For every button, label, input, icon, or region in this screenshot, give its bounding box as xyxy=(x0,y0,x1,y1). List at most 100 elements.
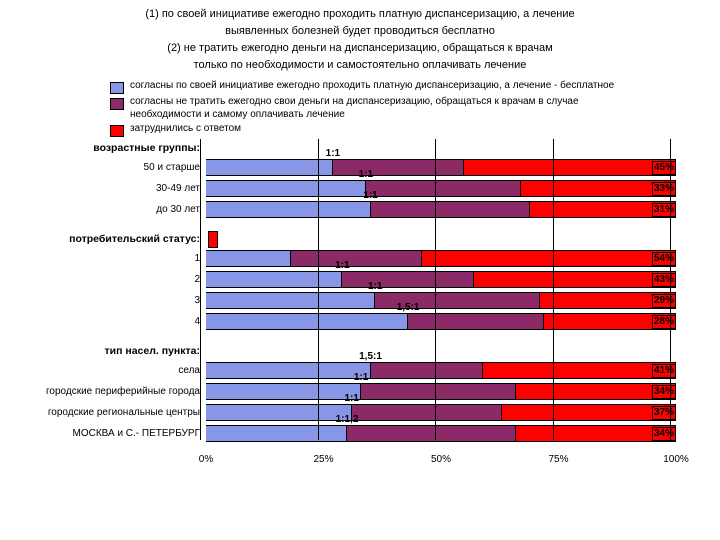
row-label: 30-49 лет xyxy=(10,183,206,194)
ratio-label: 1,5:1 xyxy=(359,351,382,362)
row-label: села xyxy=(10,365,206,376)
legend-text: согласны по своей инициативе ежегодно пр… xyxy=(130,80,614,93)
legend-swatch xyxy=(110,125,124,137)
segment-agree-2 xyxy=(352,405,502,420)
bar-row: МОСКВА и С.- ПЕТЕРБУРГ34%1:1,2 xyxy=(10,423,702,444)
ratio-label: 1:1 xyxy=(344,393,358,404)
row-label: городские периферийные города xyxy=(10,386,206,397)
segment-agree-2 xyxy=(371,202,531,217)
segment-agree-1 xyxy=(206,314,408,329)
segment-agree-1 xyxy=(206,405,352,420)
legend-item: согласны по своей инициативе ежегодно пр… xyxy=(110,80,720,94)
ratio-label: 1,5:1 xyxy=(397,302,420,313)
legend: согласны по своей инициативе ежегодно пр… xyxy=(110,80,720,137)
bar-row: 329%1:1 xyxy=(10,290,702,311)
legend-swatch xyxy=(110,98,124,110)
percent-label: 43% xyxy=(652,273,676,287)
group-header: возрастные группы: xyxy=(10,142,206,154)
percent-label: 37% xyxy=(652,406,676,420)
title-line-2: выявленных болезней будет проводиться бе… xyxy=(40,23,680,40)
row-label: МОСКВА и С.- ПЕТЕРБУРГ xyxy=(10,428,206,439)
legend-item: согласны не тратить ежегодно свои деньги… xyxy=(110,96,720,121)
ratio-label: 1:1 xyxy=(335,260,349,271)
ratio-label: 1:1,2 xyxy=(336,414,359,425)
segment-agree-2 xyxy=(371,363,484,378)
ratio-label: 1:1 xyxy=(359,169,373,180)
segment-agree-1 xyxy=(206,160,333,175)
legend-text: согласны не тратить ежегодно свои деньги… xyxy=(130,96,630,121)
percent-label: 54% xyxy=(652,252,676,266)
bar-track: 45%1:1 xyxy=(206,159,676,176)
segment-agree-2 xyxy=(408,314,544,329)
segment-undecided xyxy=(464,160,676,175)
row-label: 2 xyxy=(10,274,206,285)
bar-row: до 30 лет31%1:1 xyxy=(10,199,702,220)
axis-tick-label: 50% xyxy=(431,454,451,465)
chart: возрастные группы:50 и старше45%1:130-49… xyxy=(10,139,702,468)
axis-tick-label: 0% xyxy=(199,454,213,465)
row-label: до 30 лет xyxy=(10,204,206,215)
legend-item: затруднились с ответом xyxy=(110,123,720,137)
segment-agree-2 xyxy=(333,160,465,175)
segment-agree-1 xyxy=(206,202,371,217)
segment-undecided xyxy=(474,272,676,287)
bar-track: 29%1:1 xyxy=(206,292,676,309)
ratio-label: 1:1 xyxy=(363,190,377,201)
group-header: тип насел. пункта: xyxy=(10,345,206,357)
segment-agree-1 xyxy=(206,251,291,266)
bar-row: 30-49 лет33%1:1 xyxy=(10,178,702,199)
header-marker xyxy=(208,231,218,248)
legend-swatch xyxy=(110,82,124,94)
bar-track: 54% xyxy=(206,250,676,267)
title-line-4: только по необходимости и самостоятельно… xyxy=(40,57,680,74)
ratio-label: 1:1 xyxy=(368,281,382,292)
legend-text: затруднились с ответом xyxy=(130,123,241,136)
bar-track: 43%1:1 xyxy=(206,271,676,288)
bar-track: 31%1:1 xyxy=(206,201,676,218)
percent-label: 28% xyxy=(652,315,676,329)
group-header: потребительский статус: xyxy=(10,233,206,245)
bar-track: 41%1,5:1 xyxy=(206,362,676,379)
row-label: 4 xyxy=(10,316,206,327)
bar-track: 34%1:1 xyxy=(206,383,676,400)
segment-agree-2 xyxy=(291,251,423,266)
row-label: городские региональные центры xyxy=(10,407,206,418)
bar-row: 50 и старше45%1:1 xyxy=(10,157,702,178)
segment-agree-2 xyxy=(342,272,474,287)
percent-label: 45% xyxy=(652,161,676,175)
axis-tick-label: 75% xyxy=(548,454,568,465)
row-label: 3 xyxy=(10,295,206,306)
percent-label: 41% xyxy=(652,364,676,378)
percent-label: 29% xyxy=(652,294,676,308)
axis-tick-label: 25% xyxy=(313,454,333,465)
segment-agree-1 xyxy=(206,272,342,287)
title-line-3: (2) не тратить ежегодно деньги на диспан… xyxy=(40,40,680,57)
axis-tick-label: 100% xyxy=(663,454,689,465)
segment-agree-1 xyxy=(206,293,375,308)
segment-undecided xyxy=(422,251,676,266)
percent-label: 31% xyxy=(652,203,676,217)
segment-undecided xyxy=(483,363,676,378)
bar-row: 428%1,5:1 xyxy=(10,311,702,332)
percent-label: 34% xyxy=(652,427,676,441)
percent-label: 34% xyxy=(652,385,676,399)
bar-track: 28%1,5:1 xyxy=(206,313,676,330)
row-label: 50 и старше xyxy=(10,162,206,173)
segment-agree-2 xyxy=(366,181,521,196)
row-label: 1 xyxy=(10,253,206,264)
bar-row: 1 54% xyxy=(10,248,702,269)
bar-track: 33%1:1 xyxy=(206,180,676,197)
segment-agree-1 xyxy=(206,426,347,441)
segment-agree-1 xyxy=(206,363,371,378)
title-line-1: (1) по своей инициативе ежегодно проходи… xyxy=(40,6,680,23)
segment-undecided xyxy=(502,405,676,420)
segment-agree-1 xyxy=(206,181,366,196)
title-block: (1) по своей инициативе ежегодно проходи… xyxy=(0,0,720,78)
segment-agree-1 xyxy=(206,384,361,399)
bar-row: 243%1:1 xyxy=(10,269,702,290)
percent-label: 33% xyxy=(652,182,676,196)
bar-track: 34%1:1,2 xyxy=(206,425,676,442)
bar-track: 37%1:1 xyxy=(206,404,676,421)
ratio-label: 1:1 xyxy=(326,148,340,159)
x-axis: 0% 25% 50% 75% 100% xyxy=(10,454,702,468)
